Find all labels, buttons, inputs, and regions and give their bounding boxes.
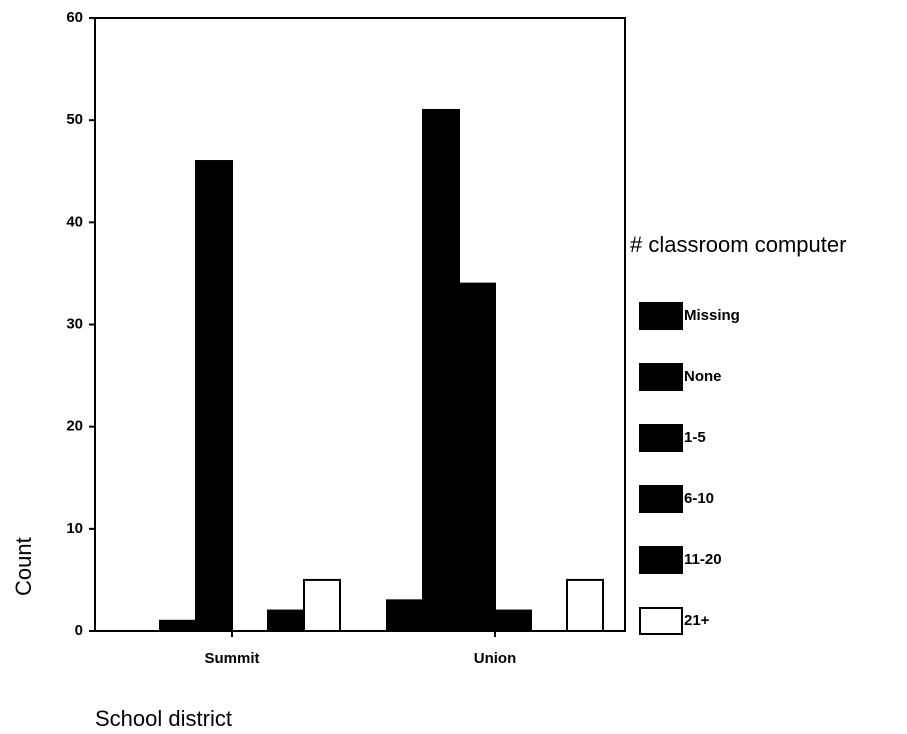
y-tick-label: 30 bbox=[66, 315, 83, 332]
legend-swatch bbox=[639, 424, 683, 452]
bar bbox=[386, 599, 424, 632]
x-axis-label: School district bbox=[95, 706, 232, 731]
legend-label: 1-5 bbox=[684, 429, 706, 446]
legend-label: 21+ bbox=[684, 612, 710, 629]
legend-label: Missing bbox=[684, 307, 740, 324]
legend-label: 11-20 bbox=[684, 551, 722, 568]
legend-swatch bbox=[639, 363, 683, 391]
bar bbox=[494, 609, 532, 632]
bar bbox=[458, 282, 496, 632]
y-tick-label: 20 bbox=[66, 418, 83, 435]
y-tick-label: 60 bbox=[66, 9, 83, 26]
bar bbox=[195, 160, 233, 633]
y-tick-label: 40 bbox=[66, 213, 83, 230]
legend-swatch bbox=[639, 607, 683, 635]
x-tick-label: Union bbox=[474, 650, 517, 667]
y-tick-label: 0 bbox=[75, 622, 83, 639]
legend-swatch bbox=[639, 302, 683, 330]
y-axis-label: Count bbox=[11, 537, 36, 596]
bar bbox=[566, 578, 604, 633]
y-tick-label: 10 bbox=[66, 520, 83, 537]
bar bbox=[267, 609, 305, 632]
legend-label: None bbox=[684, 368, 722, 385]
legend-title: # classroom computer bbox=[630, 232, 846, 257]
legend-swatch bbox=[639, 546, 683, 574]
legend-label: 6-10 bbox=[684, 490, 714, 507]
bar bbox=[303, 578, 341, 633]
x-tick-label: Summit bbox=[204, 650, 259, 667]
bar bbox=[159, 619, 197, 632]
y-tick-label: 50 bbox=[66, 111, 83, 128]
bar bbox=[422, 108, 460, 632]
legend-swatch bbox=[639, 485, 683, 513]
plot-frame bbox=[94, 17, 626, 632]
